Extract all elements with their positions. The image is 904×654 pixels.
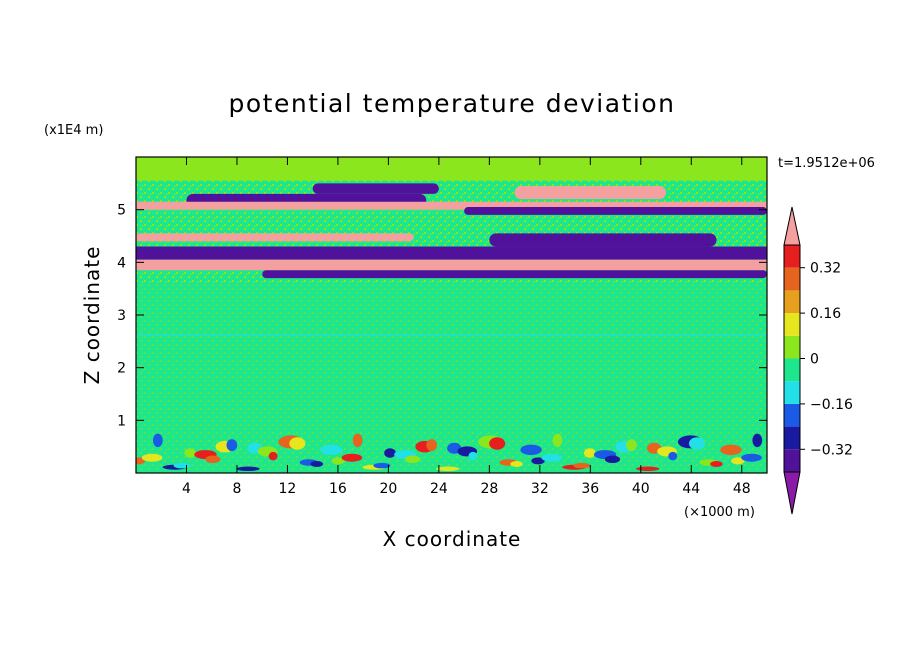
x-tick-label: 36	[581, 481, 599, 497]
turbulence-blob	[489, 437, 506, 450]
y-unit-label: (x1E4 m)	[44, 123, 103, 138]
turbulence-blob	[320, 444, 343, 456]
time-label: t=1.9512e+06	[778, 156, 875, 171]
colorbar-cell	[784, 381, 800, 404]
contour-band-2	[312, 183, 439, 194]
colorbar-tick-label: 0.32	[810, 261, 841, 277]
x-tick-label: 16	[329, 481, 347, 497]
x-tick-label: 40	[632, 481, 650, 497]
colorbar-cell	[784, 313, 800, 336]
turbulence-blob	[541, 453, 563, 462]
turbulence-blob	[426, 439, 438, 452]
colorbar-cell	[784, 267, 800, 291]
colorbar-max-arrow	[783, 206, 801, 246]
turbulence-blob	[184, 448, 196, 458]
contour-band-6	[136, 233, 414, 242]
contour-band-10	[262, 270, 767, 279]
y-tick-label: 2	[117, 361, 126, 377]
contour-band-11	[136, 283, 767, 437]
x-tick-label: 20	[379, 481, 397, 497]
colorbar-tick-label: 0.16	[810, 306, 841, 322]
colorbar-cell	[784, 335, 800, 359]
turbulence-blob	[373, 462, 391, 469]
turbulence-blob	[173, 462, 191, 469]
x-tick-label: 4	[182, 481, 191, 497]
y-axis-label: Z coordinate	[80, 246, 104, 385]
turbulence-blob	[436, 466, 460, 472]
x-tick-label: 48	[733, 481, 751, 497]
x-tick-label: 28	[480, 481, 498, 497]
colorbar-cell	[784, 449, 800, 472]
turbulence-blob	[226, 439, 238, 452]
turbulence-blob	[552, 433, 563, 448]
contour-band-9	[136, 259, 767, 271]
turbulence-blob	[405, 455, 421, 464]
colorbar: 0.32 0.16 0 −0.16 −0.32	[783, 206, 853, 515]
contour-band-0	[136, 157, 767, 181]
turbulence-blob	[626, 439, 637, 452]
turbulence-blob	[635, 466, 660, 472]
contour-band-3	[514, 185, 667, 200]
contour-band-5	[464, 207, 767, 215]
contour-band-8	[136, 246, 767, 260]
turbulence-blob	[604, 455, 621, 464]
turbulence-blob	[584, 448, 596, 458]
turbulence-blob	[752, 433, 763, 448]
turbulence-blob	[688, 437, 706, 450]
y-tick-label: 1	[117, 413, 126, 429]
turbulence-blob	[289, 437, 306, 450]
x-tick-label: 44	[682, 481, 700, 497]
turbulence-blob	[352, 433, 363, 448]
chart-title: potential temperature deviation	[229, 89, 676, 118]
x-tick-label: 12	[279, 481, 297, 497]
turbulence-blob	[341, 453, 363, 462]
colorbar-cell	[784, 426, 800, 450]
x-axis-label: X coordinate	[383, 527, 522, 551]
turbulence-blob	[573, 462, 591, 469]
turbulence-blob	[331, 457, 345, 465]
turbulence-blob	[510, 461, 523, 468]
turbulence-blob	[720, 444, 742, 456]
turbulence-blob	[205, 455, 221, 464]
turbulence-blob	[236, 466, 260, 472]
turbulence-blob	[268, 451, 278, 461]
x-tick-label: 24	[430, 481, 448, 497]
y-tick-label: 5	[117, 203, 126, 219]
y-tick-label: 3	[117, 308, 126, 324]
x-tick-label: 8	[232, 481, 241, 497]
turbulence-blob	[741, 453, 762, 462]
y-tick-label: 4	[117, 255, 126, 271]
colorbar-cell	[784, 403, 800, 427]
x-unit-label: (×1000 m)	[684, 505, 755, 520]
x-tick-label: 32	[531, 481, 549, 497]
colorbar-cell	[784, 358, 800, 382]
turbulence-blob	[531, 457, 545, 465]
colorbar-cell	[784, 245, 800, 268]
contour-band-7	[489, 233, 717, 247]
plot-area	[136, 157, 767, 473]
turbulence-blob	[710, 461, 723, 468]
turbulence-blob	[468, 451, 478, 461]
turbulence-blob	[731, 457, 745, 465]
turbulence-blob	[668, 451, 678, 461]
turbulence-blob	[520, 444, 542, 456]
contour-band-4	[136, 201, 767, 210]
turbulence-blob	[141, 453, 163, 462]
colorbar-cell	[784, 290, 800, 314]
colorbar-min-arrow	[783, 471, 801, 515]
turbulence-blob	[384, 448, 396, 458]
colorbar-tick-label: −0.16	[810, 397, 853, 413]
turbulence-blob	[310, 461, 324, 468]
turbulence-blob	[152, 433, 163, 448]
colorbar-tick-label: −0.32	[810, 442, 853, 458]
colorbar-tick-label: 0	[810, 352, 819, 368]
